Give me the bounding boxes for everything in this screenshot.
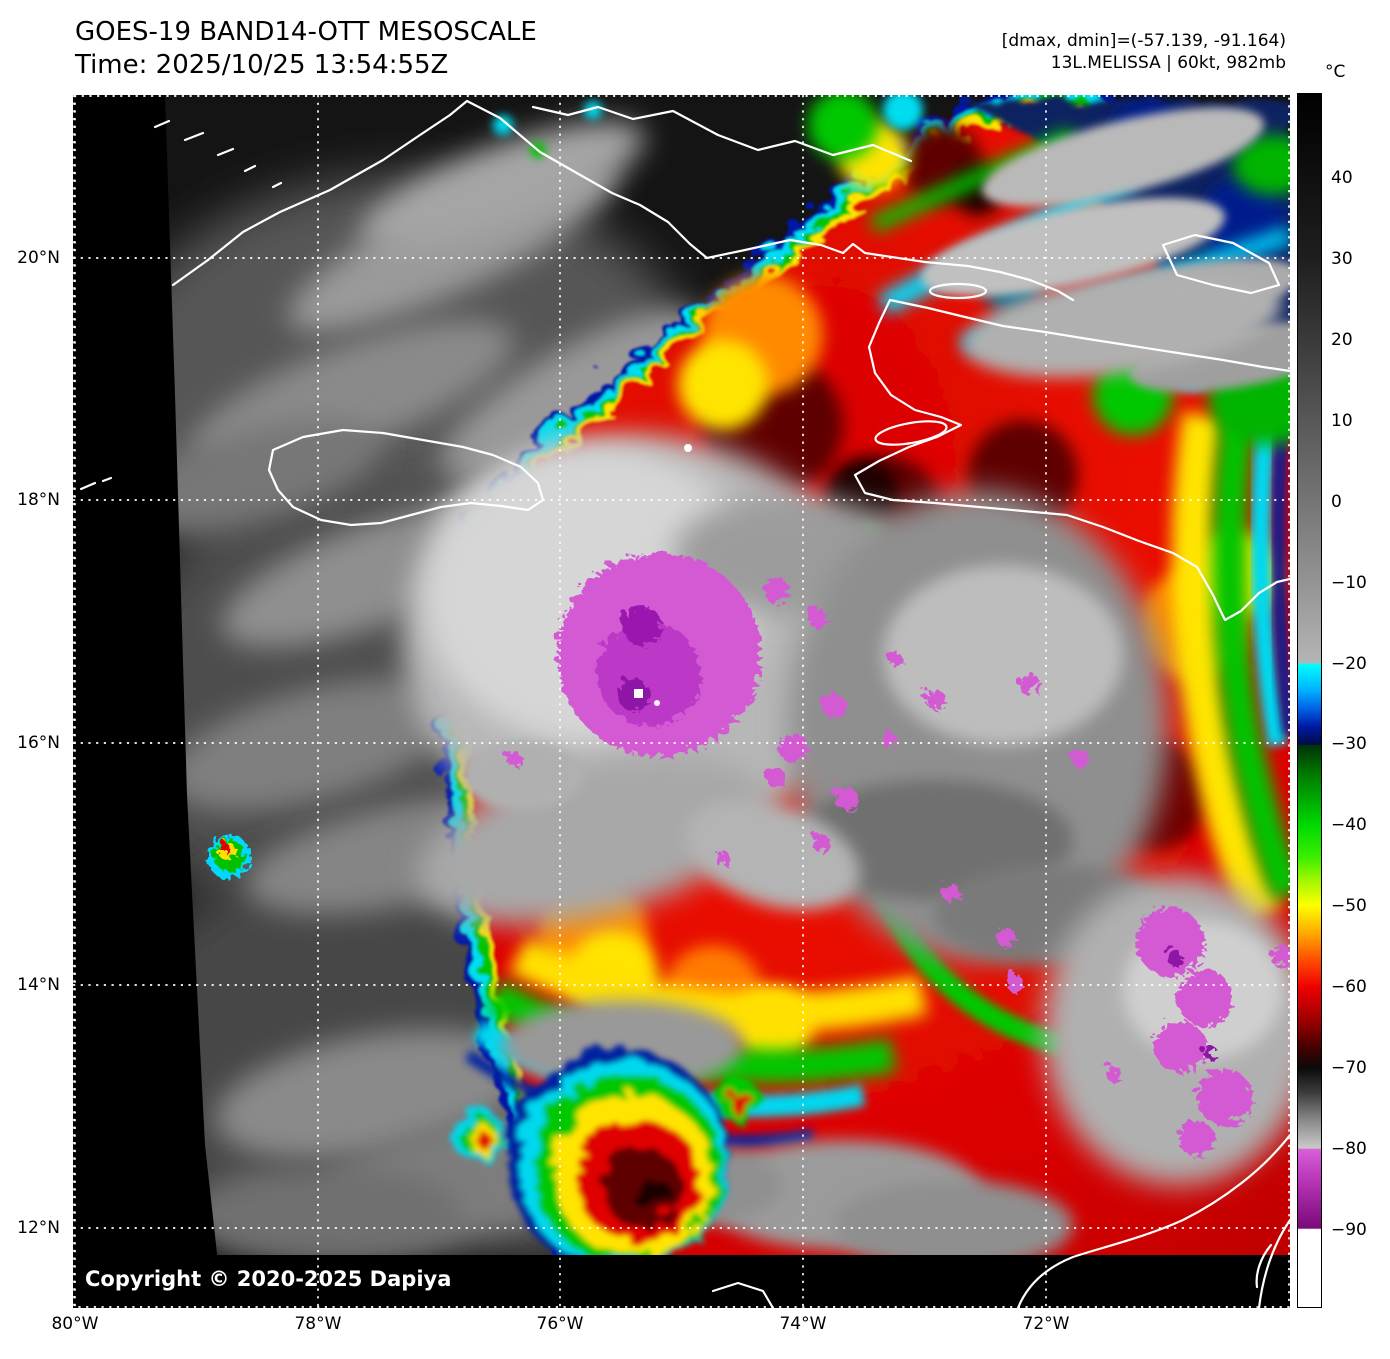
great-inagua-island bbox=[1161, 233, 1281, 295]
colorbar-tick-label: 10 bbox=[1331, 410, 1353, 431]
tortuga-island bbox=[928, 282, 988, 300]
colorbar-tick-label: −30 bbox=[1331, 734, 1367, 755]
colorbar-tick-labels: 40 30 20 10 0 −10 −20 −30 −40 −50 −60 −7… bbox=[1331, 93, 1389, 1308]
lat-tick-label: 18°N bbox=[17, 490, 60, 511]
colorbar-unit-label: °C bbox=[1325, 62, 1346, 82]
colorbar-tick-label: −40 bbox=[1331, 815, 1367, 836]
gridlines bbox=[73, 95, 1290, 1308]
cayman-islands bbox=[153, 119, 283, 189]
small-cays bbox=[79, 476, 113, 491]
satellite-scene bbox=[73, 95, 1290, 1308]
lon-tick-label: 74°W bbox=[779, 1314, 827, 1334]
south-america-coastline bbox=[1016, 1133, 1290, 1308]
title-block: GOES-19 BAND14-OTT MESOSCALE Time: 2025/… bbox=[75, 16, 537, 82]
venezuela-coast-detail bbox=[1255, 1218, 1290, 1308]
colorbar-tick-label: −80 bbox=[1331, 1139, 1367, 1160]
copyright-watermark: Copyright © 2020-2025 Dapiya bbox=[85, 1267, 452, 1291]
product-title: GOES-19 BAND14-OTT MESOSCALE bbox=[75, 17, 537, 47]
gonave-island bbox=[874, 420, 948, 446]
colorbar-tick-label: −10 bbox=[1331, 572, 1367, 593]
dmax-dmin-readout: [dmax, dmin]=(-57.139, -91.164) bbox=[1001, 31, 1286, 51]
colorbar-tick-label: −20 bbox=[1331, 653, 1367, 674]
eye-markers bbox=[634, 444, 692, 706]
no-data-regions bbox=[73, 95, 1290, 1308]
longitude-axis: 80°W 78°W 76°W 74°W 72°W bbox=[51, 1314, 1290, 1342]
lat-tick-label: 14°N bbox=[17, 974, 60, 995]
jamaica-coastline bbox=[267, 428, 545, 527]
colorbar-tick-label: 30 bbox=[1331, 248, 1353, 269]
satellite-map: Copyright © 2020-2025 Dapiya bbox=[73, 95, 1290, 1308]
storm-info: 13L.MELISSA | 60kt, 982mb bbox=[1050, 53, 1286, 73]
cuba-north-coast bbox=[531, 105, 913, 163]
latitude-axis: 20°N 18°N 16°N 14°N 12°N bbox=[0, 95, 68, 1308]
west-mini-storm bbox=[203, 831, 247, 875]
storm-cold-core bbox=[502, 549, 1289, 1152]
lat-tick-label: 20°N bbox=[17, 248, 60, 269]
guajira-coast-tip bbox=[711, 1281, 775, 1308]
colorbar-tick-label: 40 bbox=[1331, 167, 1353, 188]
colorbar-tick-label: −70 bbox=[1331, 1058, 1367, 1079]
colorbar-tick-label: −90 bbox=[1331, 1220, 1367, 1241]
lat-tick-label: 16°N bbox=[17, 732, 60, 753]
colorbar-tick-label: 20 bbox=[1331, 329, 1353, 350]
colorbar-tick-label: −50 bbox=[1331, 896, 1367, 917]
colorbar-tick-label: −60 bbox=[1331, 977, 1367, 998]
south-convective-cluster bbox=[447, 1043, 755, 1267]
lon-tick-label: 80°W bbox=[51, 1314, 99, 1334]
annotation-block: [dmax, dmin]=(-57.139, -91.164) 13L.MELI… bbox=[1002, 30, 1286, 74]
lon-tick-label: 78°W bbox=[294, 1314, 342, 1334]
lon-tick-label: 76°W bbox=[536, 1314, 584, 1334]
colorbar-tick-label: 0 bbox=[1331, 491, 1342, 512]
lat-tick-label: 12°N bbox=[17, 1217, 60, 1238]
hispaniola-north-coast bbox=[888, 298, 1290, 373]
colorbar-gradient bbox=[1297, 93, 1322, 1308]
hispaniola-south-coast bbox=[853, 298, 1290, 622]
lon-tick-label: 72°W bbox=[1022, 1314, 1070, 1334]
cuba-coastline bbox=[171, 99, 1075, 302]
timestamp: Time: 2025/10/25 13:54:55Z bbox=[75, 50, 449, 80]
coastlines bbox=[79, 99, 1290, 1308]
